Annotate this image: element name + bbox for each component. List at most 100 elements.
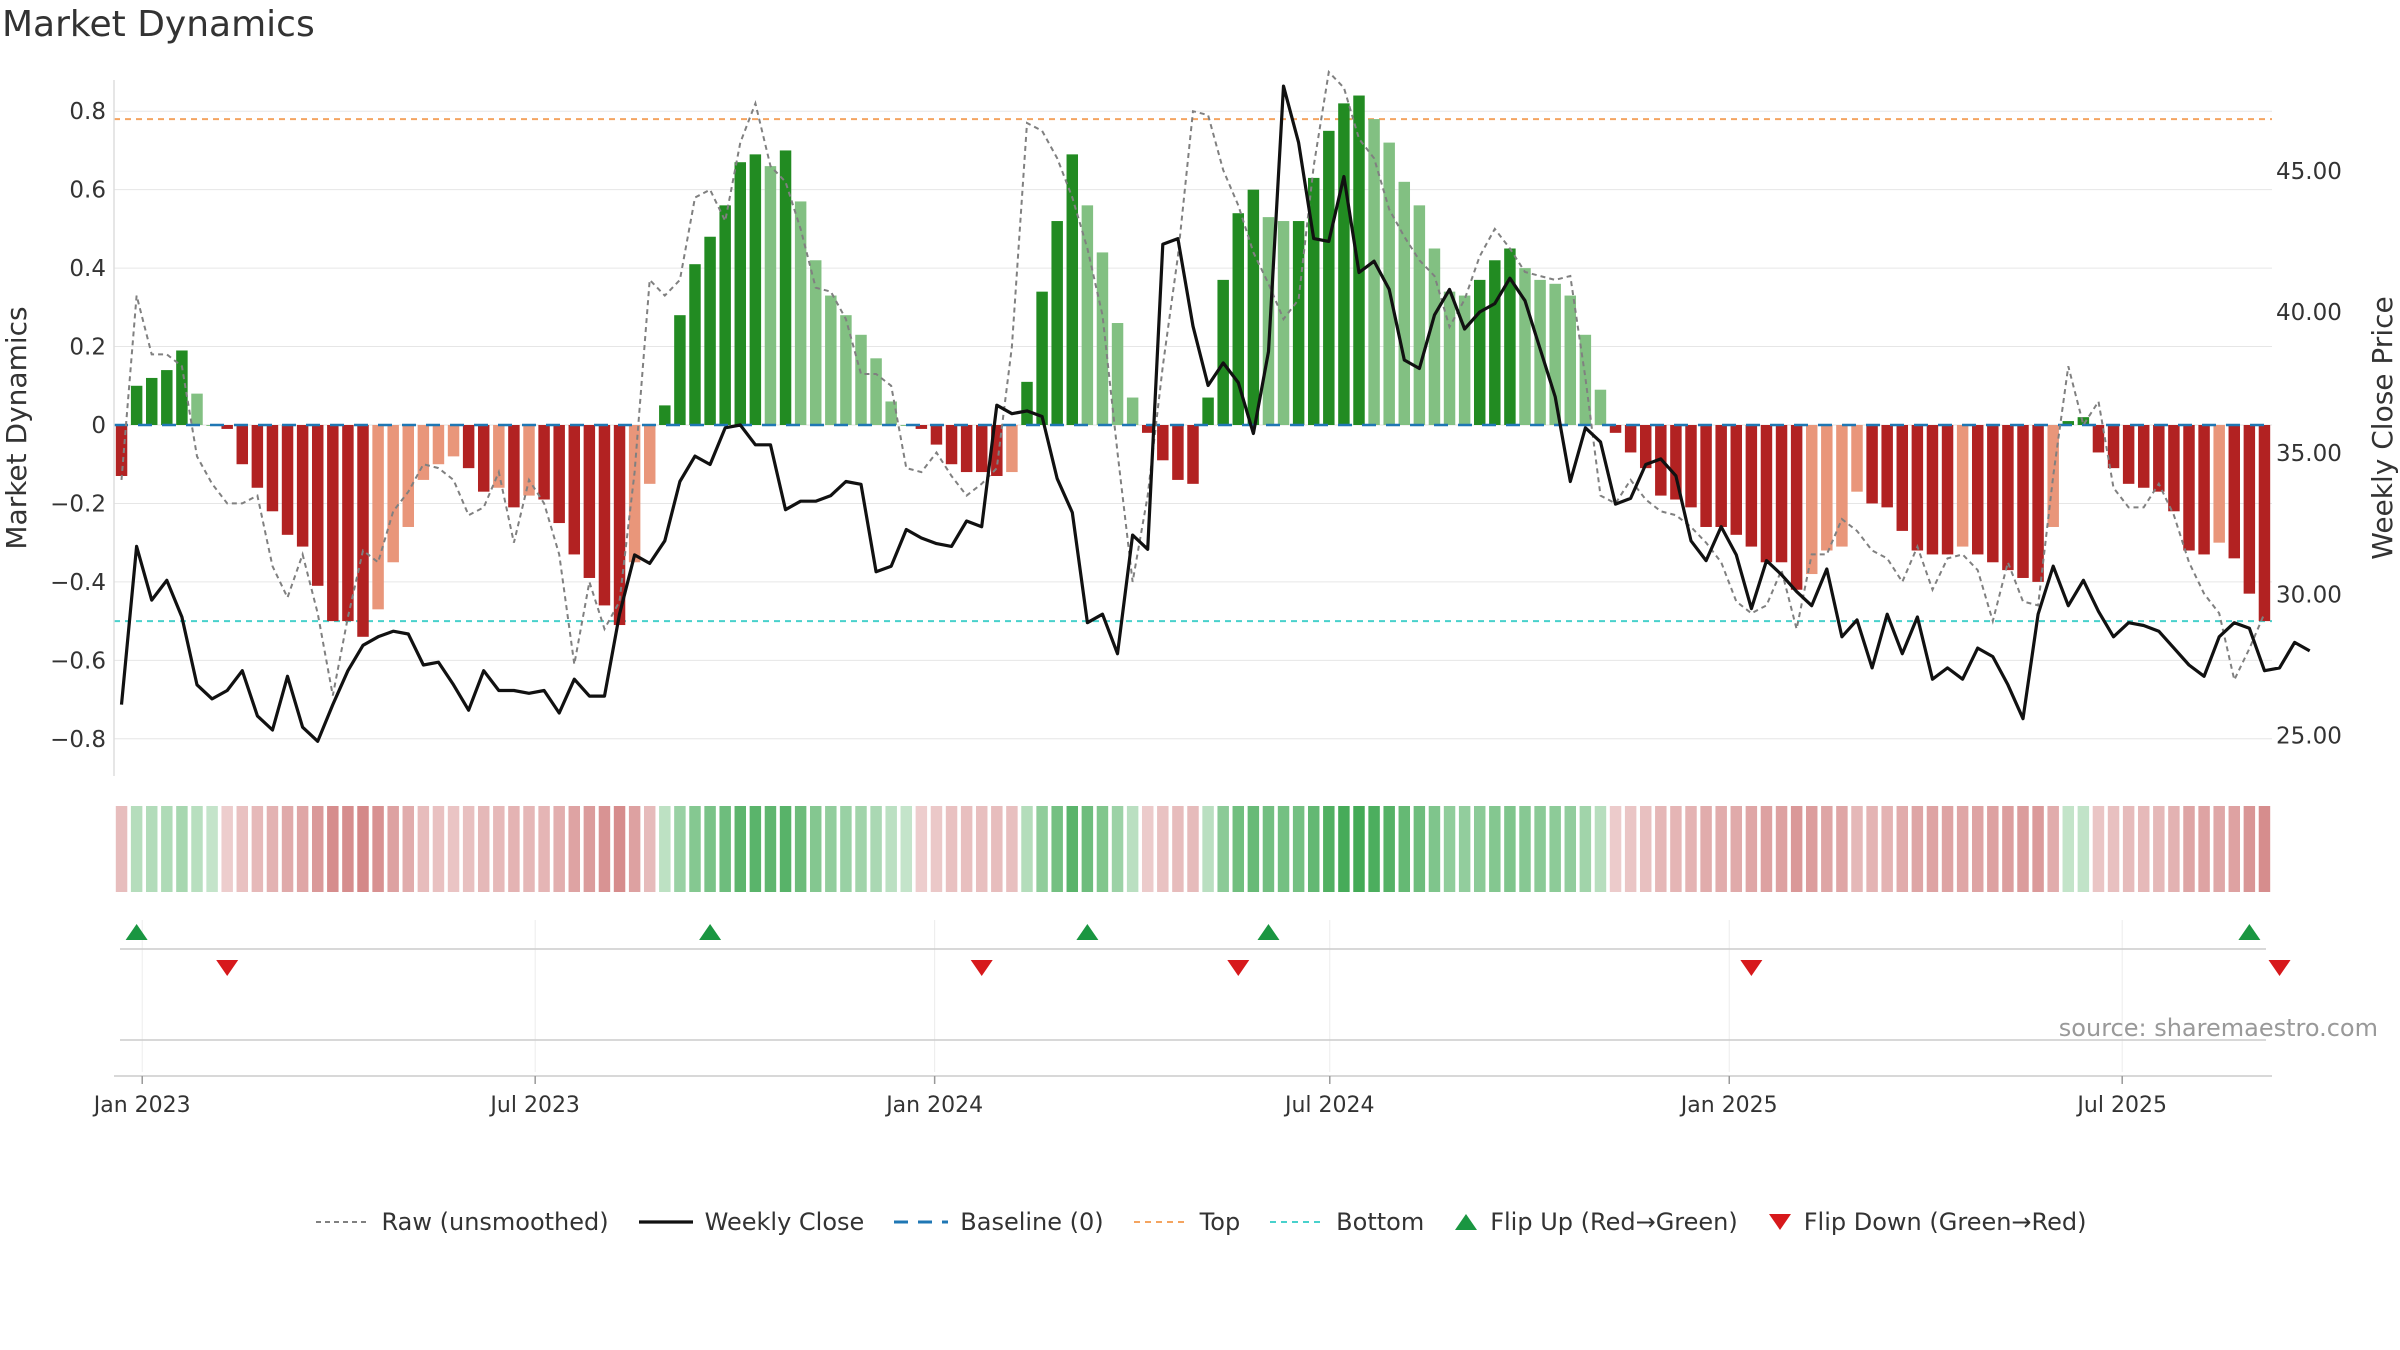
dynamics-bar [809, 260, 822, 425]
dynamics-bar [115, 425, 128, 476]
dynamics-bar [2137, 425, 2150, 488]
regime-cell [1096, 806, 1109, 892]
dynamics-bar [1232, 213, 1245, 425]
regime-cell [1006, 806, 1018, 892]
legend-label: Baseline (0) [960, 1208, 1104, 1236]
regime-cell [115, 806, 128, 892]
dynamics-bar [221, 425, 233, 429]
regime-cell [1911, 806, 1924, 892]
regime-cell [1609, 806, 1622, 892]
regime-cell [236, 806, 249, 892]
regime-cell [2017, 806, 2029, 892]
dynamics-bars [115, 95, 2271, 637]
regime-cell [2047, 806, 2059, 892]
dynamics-bar [1323, 130, 1335, 426]
regime-cell [1896, 806, 1909, 892]
dynamics-bar [1519, 268, 1531, 425]
regime-cell [130, 806, 143, 892]
dynamics-bar [372, 425, 384, 610]
dynamics-bar [342, 425, 354, 622]
regime-cell [1353, 806, 1365, 892]
regime-cell [1715, 806, 1727, 892]
dynamics-bar [130, 385, 143, 425]
y-tick-label: −0.8 [50, 727, 106, 753]
regime-cell [176, 806, 188, 892]
regime-cell [493, 806, 505, 892]
regime-cell [327, 806, 339, 892]
regime-cell [1307, 806, 1320, 892]
dynamics-bar [477, 425, 490, 492]
regime-cell [1519, 806, 1531, 892]
regime-cell [191, 806, 203, 892]
dynamics-bar [553, 425, 565, 524]
regime-cell [1428, 806, 1441, 892]
dynamics-bar [568, 425, 581, 555]
y-right-tick-label: 35.00 [2276, 441, 2342, 467]
dynamics-bar [296, 425, 309, 547]
y-tick-label: 0.4 [69, 256, 106, 282]
regime-cell [915, 806, 928, 892]
regime-cell [960, 806, 973, 892]
regime-cell [2213, 806, 2225, 892]
regime-cell [1594, 806, 1607, 892]
regime-cell [417, 806, 430, 892]
regime-cell [1383, 806, 1395, 892]
flip-down-marker [970, 960, 993, 976]
regime-cell [568, 806, 581, 892]
legend-item-flip-down: Flip Down (Green→Red) [1766, 1208, 2087, 1236]
dynamics-bar [176, 350, 188, 425]
dynamics-bar [930, 425, 943, 445]
dynamics-bar [1126, 397, 1139, 425]
legend-item-raw: Raw (unsmoothed) [314, 1208, 609, 1236]
dynamics-bar [704, 236, 716, 425]
dynamics-bar [1187, 425, 1199, 484]
flip-down-legend-swatch [1768, 1214, 1791, 1230]
regime-cell [900, 806, 913, 892]
regime-cell [1549, 806, 1561, 892]
close-legend-swatch [638, 1220, 693, 1224]
dynamics-bar [2198, 425, 2210, 555]
regime-cell [1172, 806, 1184, 892]
dynamics-bar [447, 425, 460, 457]
regime-cell [825, 806, 837, 892]
dynamics-bar [855, 334, 867, 425]
y-axis-title: Market Dynamics [0, 306, 33, 549]
regime-cell [1489, 806, 1501, 892]
regime-cell [1413, 806, 1426, 892]
regime-cell [855, 806, 867, 892]
dynamics-bar [1006, 425, 1018, 473]
regime-cell [1866, 806, 1878, 892]
flip-up-marker [2238, 924, 2261, 940]
regime-cell [447, 806, 460, 892]
y-right-tick-label: 45.00 [2276, 159, 2342, 185]
x-tick-label: Jan 2025 [1679, 1093, 1778, 1118]
dynamics-bar [2213, 425, 2225, 543]
legend-item-baseline: Baseline (0) [892, 1208, 1104, 1236]
regime-cell [659, 806, 671, 892]
series-lines [114, 69, 2311, 743]
dynamics-bar [523, 425, 535, 496]
regime-cell [251, 806, 264, 892]
regime-cell [809, 806, 822, 892]
regime-cell [1971, 806, 1984, 892]
dynamics-bar [825, 295, 837, 425]
dynamics-bar [1202, 397, 1214, 425]
regime-cell [311, 806, 324, 892]
dynamics-bar [1277, 221, 1290, 425]
flip-up-marker [125, 924, 148, 940]
dynamics-bar [311, 425, 324, 586]
dynamics-bar [191, 393, 203, 425]
dynamics-bar [643, 425, 656, 484]
regime-cell [1126, 806, 1139, 892]
legend-label: Flip Up (Red→Green) [1490, 1208, 1738, 1236]
regime-cell [1956, 806, 1969, 892]
dynamics-bar [462, 425, 475, 469]
dynamics-bar [960, 425, 973, 473]
regime-cell [402, 806, 415, 892]
dynamics-bar [613, 425, 626, 626]
regime-cell [1338, 806, 1350, 892]
dynamics-bar [1489, 260, 1501, 425]
regime-strip [115, 806, 2271, 892]
dynamics-bar [432, 425, 445, 465]
